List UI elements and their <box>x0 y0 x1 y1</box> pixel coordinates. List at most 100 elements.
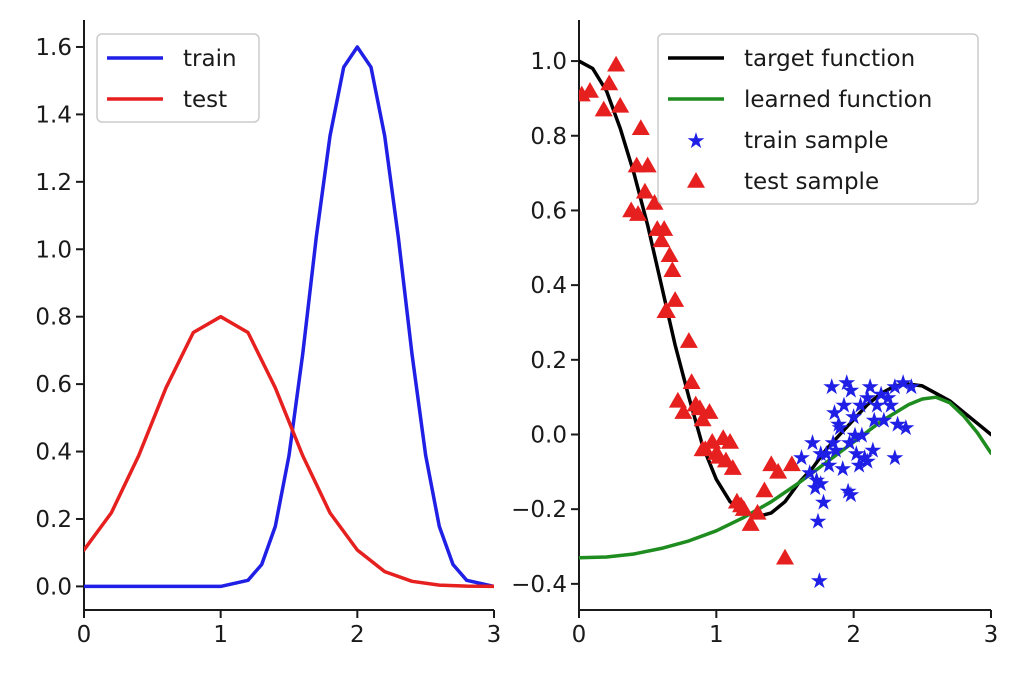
point-test-sample <box>690 399 709 416</box>
point-train-sample: ★ <box>805 476 825 501</box>
point-test-sample <box>631 119 650 136</box>
left-plot-density-curves: 0 1 2 3 0.0 0.2 0.4 0.6 0.8 1.0 1.2 1.4 1.6 train test <box>35 20 501 648</box>
x-tick-label: 1 <box>709 622 724 648</box>
point-train-sample: ★ <box>878 386 898 411</box>
point-train-sample: ★ <box>863 438 883 463</box>
point-train-sample: ★ <box>826 438 846 463</box>
right-plot-function-fit: 0 1 2 3−0.4−0.20.00.20.40.60.81.0★★★★★★★★★★… <box>511 20 998 648</box>
point-train-sample: ★ <box>867 394 887 419</box>
point-train-sample: ★ <box>811 472 831 497</box>
point-test-sample <box>594 100 613 117</box>
y-tick-label: 0.8 <box>35 305 72 331</box>
y-tick-label: 1.2 <box>35 170 72 196</box>
point-train-sample: ★ <box>901 375 921 400</box>
legend-label-test-sample: test sample <box>744 169 879 195</box>
point-train-sample: ★ <box>871 382 891 407</box>
legend-label-target-function: target function <box>744 46 915 72</box>
point-test-sample <box>769 462 788 479</box>
point-train-sample: ★ <box>837 371 857 396</box>
x-tick-label: 3 <box>487 622 502 648</box>
point-test-sample <box>600 74 619 91</box>
plot-area: ★★★★★★★★★★★★★★★★★★★★★★★★★★★★★★★★★★★★★★★★… <box>579 55 991 594</box>
point-train-sample: ★ <box>885 446 905 471</box>
point-test-sample <box>652 231 671 248</box>
point-test-sample <box>638 156 657 173</box>
point-test-sample <box>666 291 685 307</box>
point-train-sample: ★ <box>838 480 858 505</box>
point-train-sample: ★ <box>855 446 875 471</box>
y-tick-label: −0.4 <box>511 572 567 598</box>
point-train-sample: ★ <box>807 468 827 493</box>
point-test-sample <box>660 246 679 263</box>
point-test-sample <box>748 503 767 520</box>
y-tick-label: 0.8 <box>530 124 567 150</box>
point-train-sample: ★ <box>822 375 842 400</box>
point-train-sample: ★ <box>874 409 894 434</box>
point-test-sample <box>668 391 687 408</box>
y-tick-label: 0.4 <box>35 440 72 466</box>
legend-swatch-train-sample: ★ <box>686 129 706 154</box>
point-test-sample <box>629 205 648 221</box>
x-tick-label: 0 <box>572 622 587 648</box>
y-tick-label: 0.2 <box>35 507 72 533</box>
point-test-sample <box>679 332 698 348</box>
point-test-sample <box>721 432 740 449</box>
point-train-sample: ★ <box>811 442 831 467</box>
y-tick-label: −0.2 <box>511 497 567 523</box>
legend: target function learned function ★ train sa… <box>657 33 979 205</box>
point-test-sample <box>611 96 630 113</box>
point-train-sample: ★ <box>800 461 820 486</box>
legend-swatch-test-sample <box>687 172 705 188</box>
point-train-sample: ★ <box>849 453 869 478</box>
y-tick-label: 1.4 <box>35 102 72 128</box>
point-train-sample: ★ <box>851 394 871 419</box>
point-train-sample: ★ <box>847 442 867 467</box>
point-train-sample: ★ <box>896 416 916 441</box>
point-test-sample <box>723 459 742 475</box>
series-line-target-function <box>579 59 991 519</box>
y-tick-label: 1.0 <box>35 237 72 263</box>
point-test-sample <box>734 500 753 516</box>
point-train-sample: ★ <box>893 371 913 396</box>
point-test-sample <box>607 55 626 72</box>
point-train-sample: ★ <box>888 412 908 437</box>
point-train-sample: ★ <box>814 491 834 516</box>
y-tick-label: 0.0 <box>35 574 72 600</box>
series-line-learned-function <box>579 395 991 560</box>
point-train-sample: ★ <box>816 442 836 467</box>
point-train-sample: ★ <box>844 405 864 430</box>
point-test-sample <box>755 481 774 498</box>
point-test-sample <box>693 440 712 457</box>
point-test-sample <box>682 373 701 389</box>
point-train-sample: ★ <box>841 483 861 508</box>
point-train-sample: ★ <box>834 394 854 419</box>
y-tick-label: 0.6 <box>35 372 72 398</box>
point-train-sample: ★ <box>823 431 843 456</box>
legend-label-train-sample: train sample <box>744 128 888 154</box>
point-train-sample: ★ <box>860 375 880 400</box>
x-tick-label: 2 <box>350 622 365 648</box>
y-tick-label: 0.4 <box>530 273 567 299</box>
point-test-sample <box>700 403 719 419</box>
legend-label-train: train <box>183 46 237 72</box>
legend: train test <box>96 33 260 123</box>
legend-label-learned-function: learned function <box>744 87 932 113</box>
point-train-sample: ★ <box>845 423 865 448</box>
x-tick-label: 1 <box>213 622 228 648</box>
y-tick-label: 1.6 <box>35 35 72 61</box>
point-train-sample: ★ <box>829 412 849 437</box>
point-train-sample: ★ <box>841 379 861 404</box>
point-train-sample: ★ <box>833 457 853 482</box>
point-test-sample <box>580 81 599 98</box>
point-test-sample <box>782 455 801 472</box>
point-train-sample: ★ <box>858 386 878 411</box>
legend-label-test: test <box>183 87 227 113</box>
legend-box <box>657 33 979 205</box>
x-tick-label: 0 <box>77 622 92 648</box>
point-train-sample: ★ <box>830 416 850 441</box>
series-line-train <box>84 45 494 589</box>
point-test-sample <box>656 302 675 319</box>
point-train-sample: ★ <box>885 375 905 400</box>
x-tick-label: 2 <box>846 622 861 648</box>
